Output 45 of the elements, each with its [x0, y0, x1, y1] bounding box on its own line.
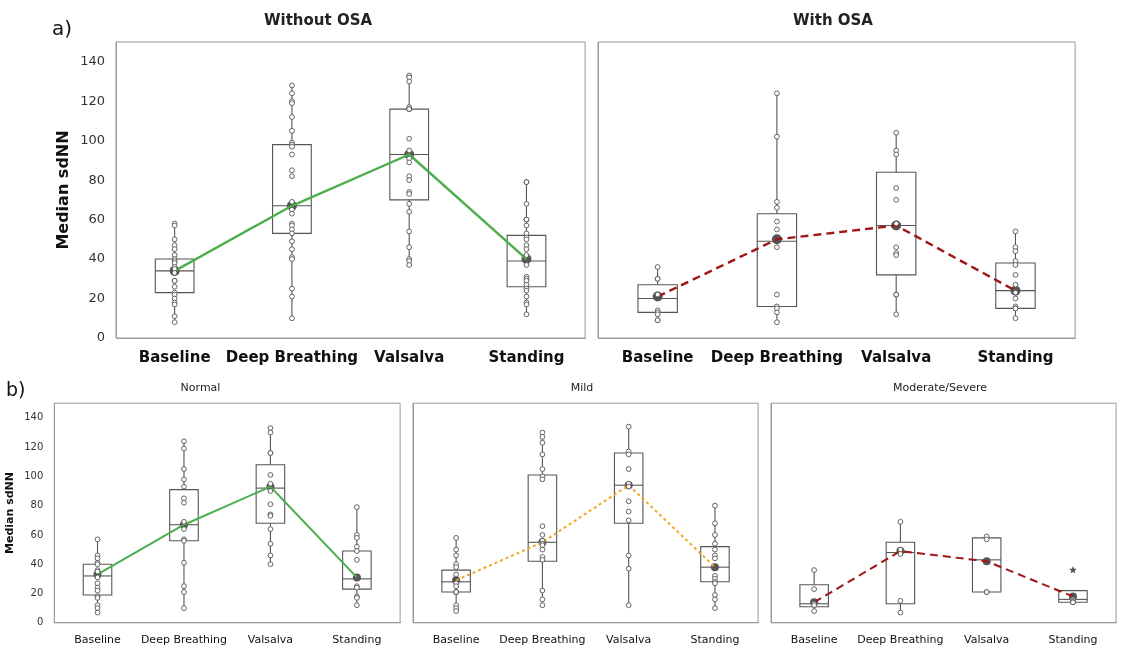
y-tick-label: 80	[30, 499, 44, 511]
y-axis-title: Median sdNN	[3, 472, 17, 554]
x-tick-label: Standing	[977, 347, 1054, 366]
x-tick-label: Deep Breathing	[499, 633, 586, 647]
x-tick-label: Standing	[690, 633, 740, 647]
x-tick-label: Standing	[488, 347, 565, 366]
x-tick-label: Deep Breathing	[225, 347, 359, 366]
x-tick-label: Baseline	[138, 347, 211, 366]
y-tick-label: 0	[96, 329, 106, 345]
x-tick-label: Baseline	[432, 633, 480, 647]
x-tick-label: Standing	[1048, 633, 1098, 647]
x-tick-label: Valsalva	[247, 633, 294, 647]
x-tick-label: Baseline	[621, 347, 694, 366]
y-tick-label: 140	[24, 411, 44, 423]
x-tick-label: Valsalva	[606, 633, 652, 647]
chart-title: Mild	[570, 381, 594, 395]
y-tick-label: 40	[88, 250, 106, 266]
y-tick-label: 40	[30, 557, 44, 569]
y-tick-label: 100	[24, 469, 44, 481]
y-tick-label: 100	[80, 132, 106, 148]
x-tick-label: Valsalva	[861, 347, 932, 366]
text: b)	[6, 378, 26, 400]
y-tick-label: 120	[24, 440, 44, 452]
x-tick-label: Deep Breathing	[710, 347, 844, 366]
chart-title: Normal	[180, 381, 221, 395]
chart-title: With OSA	[793, 10, 874, 29]
chart-title: Without OSA	[263, 10, 373, 29]
x-tick-label: Baseline	[790, 633, 838, 647]
y-tick-label: 120	[80, 92, 106, 108]
y-tick-label: 0	[36, 616, 44, 628]
y-tick-label: 20	[30, 587, 44, 599]
y-tick-label: 140	[80, 53, 106, 69]
x-tick-label: Deep Breathing	[140, 633, 228, 647]
y-tick-label: 20	[88, 289, 106, 305]
y-tick-label: 60	[88, 210, 106, 226]
x-tick-label: Valsalva	[964, 633, 1010, 647]
y-tick-label: 60	[30, 528, 44, 540]
x-tick-label: Baseline	[74, 633, 122, 647]
x-tick-label: Deep Breathing	[857, 633, 944, 647]
chart-title: Moderate/Severe	[892, 381, 988, 395]
y-tick-label: 80	[88, 171, 106, 187]
x-tick-label: Valsalva	[374, 347, 445, 366]
text: a)	[52, 16, 73, 40]
y-axis-title: Median sdNN	[52, 130, 72, 250]
x-tick-label: Standing	[332, 633, 382, 647]
